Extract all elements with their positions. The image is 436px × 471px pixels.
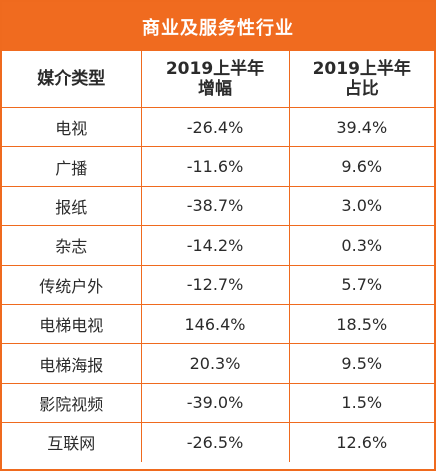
- cell-growth: -38.7%: [140, 185, 290, 227]
- table-header: 媒介类型 2019上半年 增幅 2019上半年 占比: [2, 51, 434, 108]
- header-growth-line2: 增幅: [198, 79, 232, 99]
- cell-share: 5.7%: [288, 264, 434, 305]
- header-share: 2019上半年 占比: [288, 51, 434, 108]
- table-row: 报纸 -38.7% 3.0%: [2, 185, 434, 227]
- cell-share: 39.4%: [288, 106, 434, 148]
- cell-share: 3.0%: [288, 185, 434, 227]
- cell-growth: -12.7%: [140, 264, 290, 305]
- table-row: 电梯电视 146.4% 18.5%: [2, 303, 434, 345]
- header-growth-line1: 2019上半年: [165, 59, 265, 79]
- table-row: 广播 -11.6% 9.6%: [2, 146, 434, 187]
- cell-growth: -26.4%: [140, 106, 290, 148]
- cell-share: 12.6%: [288, 422, 434, 462]
- header-media-type: 媒介类型: [2, 51, 142, 108]
- table-row: 杂志 -14.2% 0.3%: [2, 225, 434, 266]
- cell-growth: 20.3%: [140, 343, 290, 384]
- cell-growth: -14.2%: [140, 225, 290, 266]
- table-row: 传统户外 -12.7% 5.7%: [2, 264, 434, 305]
- table-body: 电视 -26.4% 39.4% 广播 -11.6% 9.6% 报纸 -38.7%…: [2, 106, 434, 462]
- cell-growth: 146.4%: [140, 303, 290, 345]
- cell-share: 0.3%: [288, 225, 434, 266]
- cell-growth: -11.6%: [140, 146, 290, 187]
- cell-share: 1.5%: [288, 382, 434, 424]
- media-table: 媒介类型 2019上半年 增幅 2019上半年 占比 电视 -26.4% 39.…: [2, 51, 434, 462]
- header-growth: 2019上半年 增幅: [140, 51, 290, 108]
- table-row: 影院视频 -39.0% 1.5%: [2, 382, 434, 424]
- cell-share: 9.6%: [288, 146, 434, 187]
- cell-media: 广播: [2, 146, 142, 187]
- cell-growth: -26.5%: [140, 422, 290, 462]
- cell-media: 电视: [2, 106, 142, 148]
- table-row: 电视 -26.4% 39.4%: [2, 106, 434, 148]
- cell-growth: -39.0%: [140, 382, 290, 424]
- header-row: 媒介类型 2019上半年 增幅 2019上半年 占比: [2, 51, 434, 108]
- cell-media: 杂志: [2, 225, 142, 266]
- table-title: 商业及服务性行业: [2, 2, 434, 51]
- header-share-line1: 2019上半年: [312, 59, 411, 79]
- cell-media: 报纸: [2, 185, 142, 227]
- cell-share: 18.5%: [288, 303, 434, 345]
- cell-media: 传统户外: [2, 264, 142, 305]
- table-row: 互联网 -26.5% 12.6%: [2, 422, 434, 462]
- header-share-line2: 占比: [344, 79, 379, 99]
- cell-share: 9.5%: [288, 343, 434, 384]
- table-row: 电梯海报 20.3% 9.5%: [2, 343, 434, 384]
- cell-media: 电梯电视: [2, 303, 142, 345]
- cell-media: 电梯海报: [2, 343, 142, 384]
- cell-media: 影院视频: [2, 382, 142, 424]
- cell-media: 互联网: [2, 422, 142, 462]
